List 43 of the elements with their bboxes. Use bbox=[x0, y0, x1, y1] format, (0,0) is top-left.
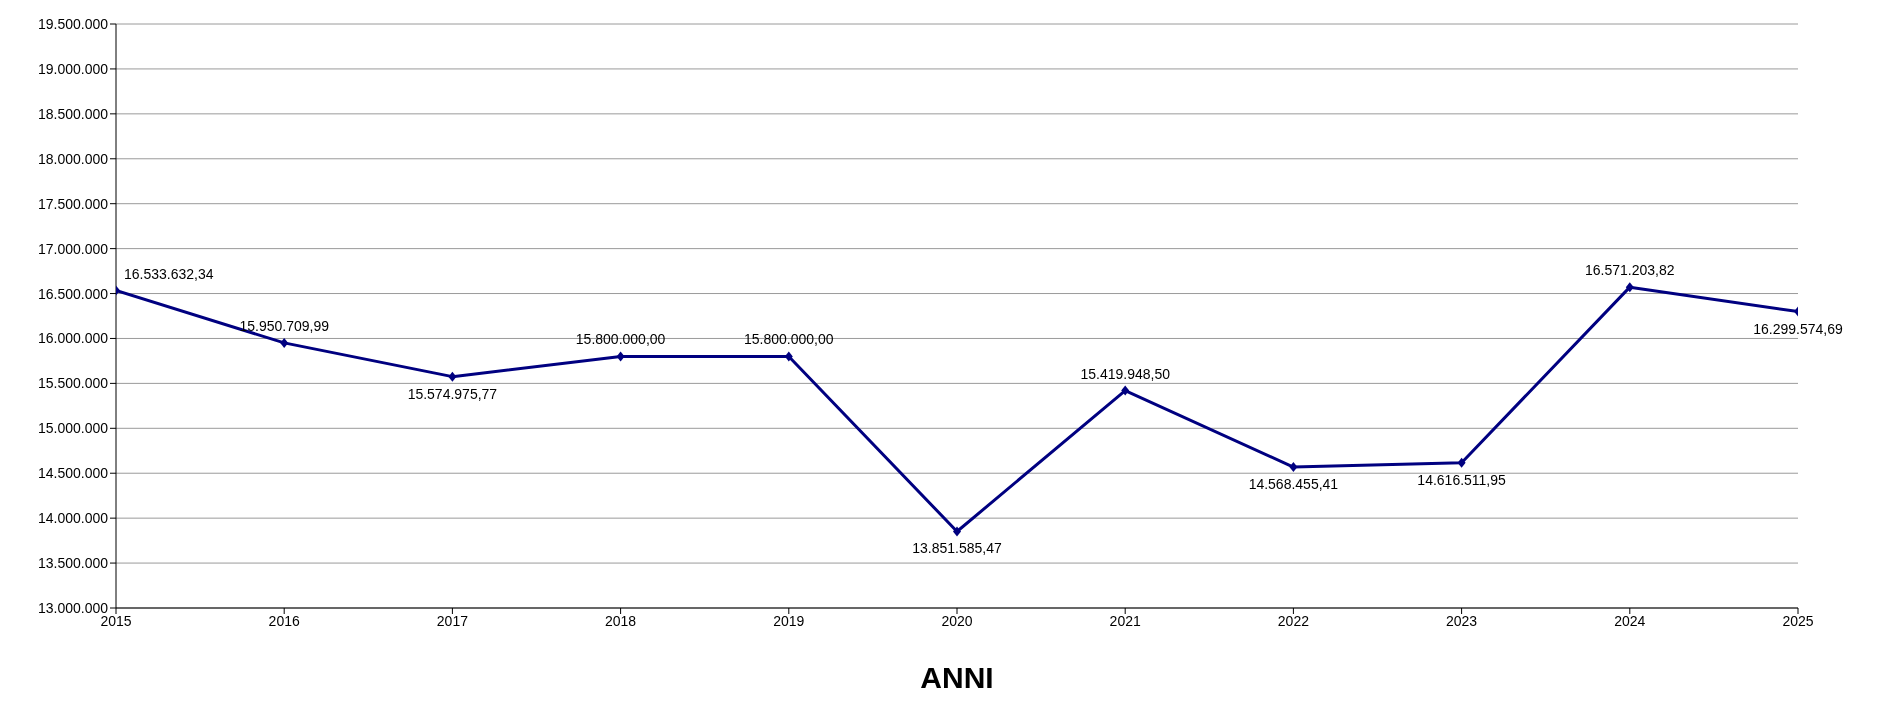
y-tick-label: 15.000.000 bbox=[37, 420, 109, 437]
y-tick-label: 18.500.000 bbox=[37, 105, 109, 122]
data-label: 16.571.203,82 bbox=[1585, 262, 1675, 279]
x-tick-label: 2022 bbox=[1277, 612, 1310, 629]
x-tick-label: 2017 bbox=[436, 612, 469, 629]
x-tick-label: 2020 bbox=[941, 612, 973, 629]
x-tick-label: 2021 bbox=[1109, 612, 1141, 629]
y-tick-label: 19.500.000 bbox=[37, 15, 109, 32]
data-label: 13.851.585,47 bbox=[912, 540, 1002, 557]
data-label: 16.299.574,69 bbox=[1753, 320, 1843, 337]
data-label: 15.950.709,99 bbox=[239, 317, 330, 334]
x-axis-title: ANNI bbox=[920, 661, 994, 694]
x-tick-label: 2024 bbox=[1614, 612, 1646, 629]
y-tick-label: 13.500.000 bbox=[37, 555, 109, 572]
y-tick-label: 17.500.000 bbox=[37, 195, 109, 212]
y-tick-label: 16.500.000 bbox=[37, 285, 109, 302]
point bbox=[616, 351, 625, 362]
data-label: 15.800.000,00 bbox=[575, 331, 666, 348]
data-label: 16.533.632,34 bbox=[124, 265, 214, 282]
point bbox=[953, 526, 961, 537]
point bbox=[280, 337, 289, 348]
y-tick-label: 18.000.000 bbox=[37, 150, 109, 167]
data-label: 15.800.000,00 bbox=[744, 331, 834, 348]
x-tick-label: 2025 bbox=[1782, 612, 1814, 629]
y-tick-label: 19.000.000 bbox=[37, 60, 109, 77]
point bbox=[1625, 282, 1634, 293]
data-label: 15.574.975,77 bbox=[407, 385, 498, 402]
x-tick-label: 2016 bbox=[268, 612, 300, 629]
x-tick-label: 2018 bbox=[605, 612, 637, 629]
y-tick-label: 15.500.000 bbox=[37, 375, 109, 392]
x-tick-label: 2023 bbox=[1446, 612, 1478, 629]
point bbox=[1289, 462, 1298, 473]
y-tick-label: 14.500.000 bbox=[37, 465, 109, 482]
x-tick-label: 2019 bbox=[773, 612, 805, 629]
point bbox=[1121, 385, 1130, 396]
point bbox=[1457, 457, 1466, 468]
data-label: 14.568.455,41 bbox=[1248, 476, 1339, 493]
y-tick-label: 14.000.000 bbox=[37, 510, 109, 527]
point bbox=[448, 371, 457, 382]
data-label: 14.616.511,95 bbox=[1417, 471, 1507, 488]
y-tick-label: 16.000.000 bbox=[37, 330, 109, 347]
data-label: 15.419.948,50 bbox=[1080, 365, 1171, 382]
y-tick-label: 17.000.000 bbox=[37, 240, 109, 257]
